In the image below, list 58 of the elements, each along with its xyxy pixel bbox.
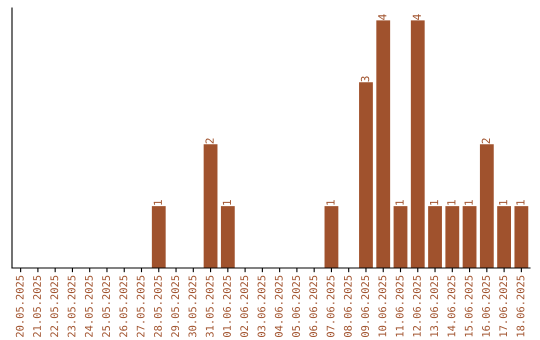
data-label: 1 <box>430 200 438 205</box>
bar <box>514 206 528 268</box>
x-tick-label: 26.05.2025 <box>119 276 128 337</box>
x-tick-label: 24.05.2025 <box>84 276 93 337</box>
bar <box>359 82 373 268</box>
x-tick-label: 06.06.2025 <box>309 276 318 337</box>
x-tick-label: 31.05.2025 <box>206 276 214 337</box>
data-label: 1 <box>395 200 404 205</box>
data-label: 3 <box>360 76 370 82</box>
x-tick-label: 22.05.2025 <box>50 276 58 337</box>
data-label: 2 <box>482 138 490 144</box>
data-label: 1 <box>154 200 162 205</box>
bar <box>410 20 425 268</box>
x-tick-label: 08.06.2025 <box>344 276 352 337</box>
bar <box>497 206 512 268</box>
x-tick-label: 07.06.2025 <box>326 276 334 337</box>
x-tick-label: 18.06.2025 <box>516 276 524 336</box>
bar <box>220 206 235 268</box>
data-label: 2 <box>205 138 214 144</box>
x-tick-label: 13.06.2025 <box>430 276 438 336</box>
data-label: 1 <box>499 200 508 205</box>
bar <box>462 206 476 268</box>
x-tick-label: 01.06.2025 <box>223 276 231 337</box>
data-label: 1 <box>516 200 524 205</box>
x-tick-label: 14.06.2025 <box>447 276 456 336</box>
x-tick-label: 20.05.2025 <box>16 276 24 337</box>
x-tick-label: 21.05.2025 <box>33 276 41 337</box>
data-label: 4 <box>412 14 421 20</box>
bar <box>445 206 460 268</box>
x-tick-label: 27.05.2025 <box>136 276 145 337</box>
x-tick-label: 05.06.2025 <box>292 276 300 337</box>
bar <box>324 206 338 268</box>
x-tick-label: 10.06.2025 <box>378 276 386 336</box>
data-label: 1 <box>447 200 456 205</box>
bar <box>204 144 218 268</box>
data-label: 1 <box>222 200 231 205</box>
x-tick-label: 09.06.2025 <box>361 276 370 337</box>
data-label: 4 <box>378 14 386 20</box>
x-tick-label: 11.06.2025 <box>396 276 404 336</box>
bar <box>480 144 494 268</box>
x-tick-label: 12.06.2025 <box>412 276 421 336</box>
x-tick-label: 03.06.2025 <box>258 276 266 337</box>
x-tick-label: 15.06.2025 <box>464 276 473 336</box>
x-tick-label: 23.05.2025 <box>68 276 76 337</box>
x-tick-label: 29.05.2025 <box>171 276 180 337</box>
x-tick-label: 16.06.2025 <box>482 276 490 336</box>
bar <box>376 20 390 268</box>
x-tick-label: 02.06.2025 <box>240 276 248 337</box>
bar <box>394 206 408 268</box>
x-tick-label: 25.05.2025 <box>102 276 110 337</box>
bar <box>152 206 166 268</box>
x-tick-label: 28.05.2025 <box>154 276 162 337</box>
data-label: 1 <box>464 200 473 205</box>
data-label: 1 <box>326 200 335 205</box>
x-tick-label: 17.06.2025 <box>499 276 508 336</box>
bar <box>428 206 442 268</box>
x-tick-label: 04.06.2025 <box>274 276 283 337</box>
x-tick-label: 30.05.2025 <box>188 276 196 337</box>
